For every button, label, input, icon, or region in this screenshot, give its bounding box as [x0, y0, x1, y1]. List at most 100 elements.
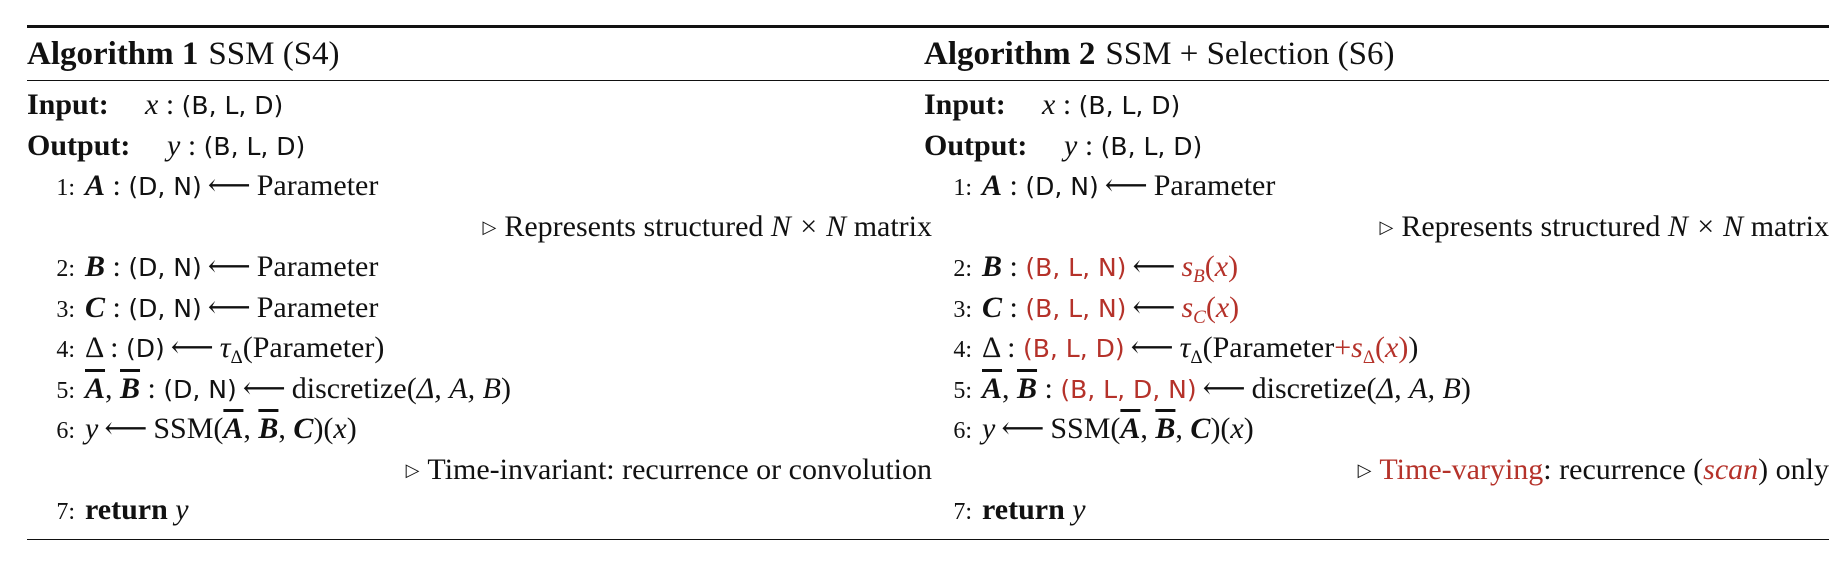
return-keyword: return — [85, 493, 168, 526]
assign-arrow-icon: ⟵ — [242, 371, 286, 405]
var-y: y — [85, 412, 99, 445]
comment-time-varying: ▷ Time-varying: recurrence (scan) only — [924, 450, 1829, 491]
fn-sub: Δ — [1190, 347, 1203, 368]
rhs: Parameter — [256, 290, 379, 324]
comment-structured: ▷ Represents structured N × N matrix — [924, 207, 1829, 248]
algorithm-body: Input: x : (B, L, D) Output: y : (B, L, D)… — [924, 81, 1829, 539]
var-a: A — [85, 169, 106, 202]
fn-ssm: SSM — [153, 412, 214, 445]
comment-time-invariant: ▷ Time-invariant: recurrence or convoluti… — [27, 450, 932, 491]
input-shape: (B, L, D) — [1078, 91, 1181, 120]
top-rule — [924, 25, 1829, 28]
comment-text: Represents structured — [1401, 209, 1668, 243]
arg: Parameter — [1212, 331, 1335, 364]
var-b-bar: B — [1017, 371, 1038, 405]
arg: x — [1215, 290, 1230, 324]
rhs: Parameter — [256, 169, 379, 202]
line-number: 2: — [953, 256, 972, 282]
step-7: 7: return y — [924, 490, 1829, 531]
fn-tau: τ — [1179, 331, 1191, 364]
output-shape: (B, L, D) — [1100, 131, 1203, 161]
fn-sub: C — [1193, 306, 1206, 328]
assign-arrow-icon: ⟵ — [170, 331, 214, 364]
step-6: 6: y ⟵ SSM(A, B, C)(x) — [27, 409, 932, 450]
var-y: y — [175, 493, 189, 526]
step-1: 1: A : (D, N) ⟵ Parameter — [924, 166, 1829, 207]
fn-s: s — [1351, 331, 1363, 364]
var-y: y — [1072, 493, 1086, 526]
shape-highlighted: (B, L, D) — [1022, 334, 1125, 363]
assign-arrow-icon: ⟵ — [1130, 331, 1174, 364]
comment-scan: scan — [1703, 452, 1759, 486]
line-number: 2: — [56, 256, 75, 282]
line-number: 6: — [953, 418, 972, 444]
line-number: 3: — [953, 296, 972, 323]
comment-math: N × N — [770, 209, 847, 243]
algorithm-2-block: Algorithm 2 SSM + Selection (S6) Input: x… — [924, 25, 1829, 540]
step-2: 2: B : (B, L, N) ⟵ sB(x) — [924, 247, 1829, 288]
input-shape: (B, L, D) — [181, 91, 284, 120]
step-7: 7: return y — [27, 490, 932, 531]
assign-arrow-icon: ⟵ — [207, 290, 251, 324]
var-a-bar: A — [223, 412, 244, 445]
shape: (D, N) — [1025, 172, 1099, 201]
assign-arrow-icon: ⟵ — [1132, 250, 1176, 283]
output-line: Output: y : (B, L, D) — [924, 126, 1829, 167]
algorithm-header: Algorithm 2 SSM + Selection (S6) — [924, 28, 1829, 80]
comment-highlight: Time-varying — [1379, 452, 1544, 486]
fn-ssm: SSM — [1050, 412, 1111, 445]
output-line: Output: y : (B, L, D) — [27, 126, 932, 167]
var-b: B — [982, 250, 1003, 283]
assign-arrow-icon: ⟵ — [1001, 412, 1045, 445]
var-delta: Δ — [85, 331, 103, 364]
shape-highlighted: (B, L, N) — [1025, 293, 1127, 323]
line-number: 4: — [953, 337, 972, 363]
output-var: y — [1064, 128, 1078, 162]
fn-discretize: discretize — [291, 371, 407, 405]
step-3: 3: C : (D, N) ⟵ Parameter — [27, 288, 932, 329]
var-b: B — [85, 250, 106, 283]
fn-sub: Δ — [1362, 347, 1376, 368]
var-c: C — [1190, 412, 1211, 445]
assign-arrow-icon: ⟵ — [1132, 290, 1176, 324]
arg-x: x — [333, 412, 347, 445]
comment-text: Represents structured — [504, 209, 771, 243]
fn-tau: τ — [219, 331, 231, 364]
fn-sub: B — [1193, 266, 1205, 287]
triangle-right-icon: ▷ — [1379, 216, 1394, 237]
var-a: A — [982, 169, 1003, 202]
shape: (D, N) — [128, 293, 202, 323]
var-c: C — [982, 290, 1003, 324]
fn-sub: Δ — [230, 347, 243, 368]
step-3: 3: C : (B, L, N) ⟵ sC(x) — [924, 288, 1829, 329]
var-a-bar: A — [982, 371, 1003, 405]
input-var: x — [1042, 88, 1056, 121]
shape: (D, N) — [163, 374, 237, 404]
line-number: 5: — [56, 377, 75, 404]
step-2: 2: B : (D, N) ⟵ Parameter — [27, 247, 932, 288]
comment-math: N × N — [1667, 209, 1744, 243]
algorithm-label: Algorithm 2 — [924, 35, 1096, 72]
algorithm-body: Input: x : (B, L, D) Output: y : (B, L, D)… — [27, 81, 932, 539]
var-b-bar: B — [258, 412, 279, 445]
assign-arrow-icon: ⟵ — [207, 169, 251, 202]
algorithm-1-block: Algorithm 1 SSM (S4) Input: x : (B, L, D)… — [27, 25, 932, 540]
arg-x: x — [1230, 412, 1244, 445]
assign-arrow-icon: ⟵ — [104, 412, 148, 445]
top-rule — [27, 25, 932, 28]
header-rule — [924, 80, 1829, 81]
line-number: 5: — [953, 377, 972, 404]
line-number: 7: — [953, 499, 972, 525]
comment-text-after: matrix — [846, 209, 932, 243]
fn-s: s — [1181, 250, 1194, 283]
input-line: Input: x : (B, L, D) — [924, 85, 1829, 126]
var-c: C — [293, 412, 314, 445]
assign-arrow-icon: ⟵ — [1202, 371, 1246, 405]
line-number: 7: — [56, 499, 75, 525]
arg: x — [1214, 250, 1229, 283]
output-shape: (B, L, D) — [203, 131, 306, 161]
line-number: 1: — [953, 175, 972, 201]
args: Δ, A, B — [1376, 371, 1461, 405]
var-b-bar: B — [120, 371, 141, 405]
var-a-bar: A — [1120, 412, 1141, 445]
